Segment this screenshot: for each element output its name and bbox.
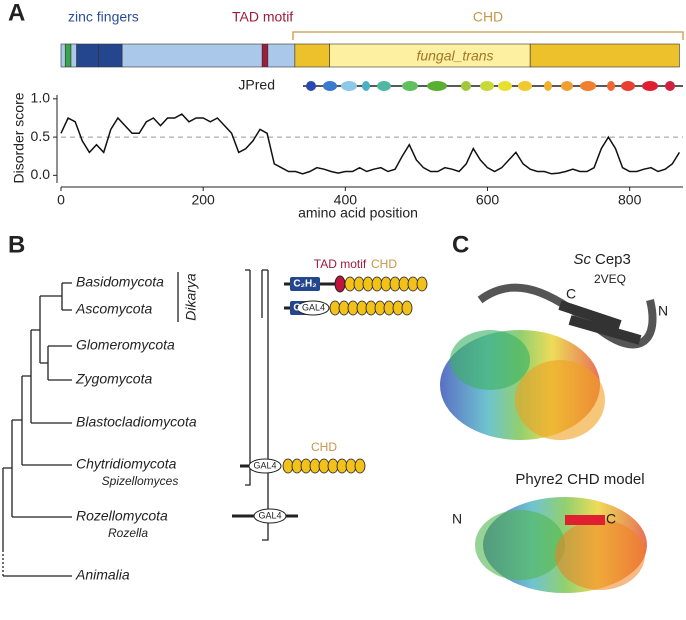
helix-coil [329, 300, 341, 316]
clade-label: Dikarya [183, 273, 199, 321]
y-tick-label: 0.0 [31, 166, 51, 182]
helix-coil [309, 458, 321, 474]
domain-segment [70, 43, 77, 68]
domain-segment [267, 43, 296, 68]
helix-coil [336, 458, 348, 474]
protein-label: Cep3 [595, 251, 631, 268]
helix-coil [407, 276, 419, 292]
x-tick-label: 800 [618, 192, 642, 208]
x-tick-label: 400 [334, 192, 358, 208]
domain-label: zinc fingers [68, 9, 139, 25]
domain-segment [60, 43, 66, 68]
y-tick-label: 0.5 [31, 128, 51, 144]
helix-coil [282, 458, 294, 474]
y-axis-label: Disorder score [11, 92, 27, 183]
helix-coil [374, 300, 386, 316]
helix-coil [353, 276, 365, 292]
helix-coil [383, 300, 395, 316]
domain-label: CHD [371, 257, 397, 271]
helix-coil [345, 458, 357, 474]
taxon-label: Blastocladiomycota [76, 414, 197, 430]
domain-segment [76, 43, 99, 68]
domain-bar [60, 43, 680, 68]
helix-coil [362, 276, 374, 292]
taxon-label: Animalia [75, 567, 130, 583]
disorder-line [60, 113, 681, 175]
x-tick-label: 200 [191, 192, 215, 208]
jpred-track [303, 81, 683, 91]
domain-segment [121, 43, 263, 68]
chd-bracket [292, 31, 684, 40]
helix-coil [327, 458, 339, 474]
domain-tag: GAL4 [258, 510, 281, 520]
domain-label: TAD motif [314, 257, 367, 271]
terminus-label: N [452, 511, 462, 527]
x-axis-label: amino acid position [298, 205, 418, 221]
helix-coil [354, 458, 366, 474]
helix-coil [371, 276, 383, 292]
domain-label: CHD [473, 9, 503, 25]
panel-label: C [452, 231, 469, 258]
helix-coil [344, 276, 356, 292]
domain-segment [261, 43, 269, 68]
terminus-label: C [566, 286, 576, 302]
x-tick-label: 600 [476, 192, 500, 208]
structure-images [440, 283, 657, 593]
taxon-label: Glomeromycota [76, 337, 175, 353]
helix-coil [389, 276, 401, 292]
species-label: Sc [573, 251, 591, 268]
domain-label: fungal_trans [416, 48, 493, 64]
jpred-label: JPred [238, 77, 275, 93]
taxon-label: Rozellomycota [76, 508, 168, 524]
terminus-label: N [658, 303, 668, 319]
domain-segment [294, 43, 331, 68]
helix-coil [392, 300, 404, 316]
helix-coil [416, 276, 428, 292]
taxon-label: Basidomycota [76, 274, 164, 290]
helix-coil [300, 458, 312, 474]
domain-tag: C₂H₂ [293, 279, 316, 290]
model-title: Phyre2 CHD model [515, 471, 644, 488]
helix-coil [291, 458, 303, 474]
domain-tag: GAL4 [302, 302, 325, 312]
helix-coil [338, 300, 350, 316]
x-tick-label: 0 [57, 192, 65, 208]
domain-tag: GAL4 [253, 460, 276, 470]
terminus-label: C [606, 511, 616, 527]
helix-coil [398, 276, 410, 292]
y-tick-label: 1.0 [31, 90, 51, 106]
tree [2, 269, 269, 577]
helix-coil [318, 458, 330, 474]
domain-tag: C₂H₂ [293, 303, 316, 314]
domain-segment [64, 43, 72, 68]
domain-label: TAD motif [232, 9, 293, 25]
genus-label: Rozella [108, 526, 148, 540]
taxon-label: Ascomycota [75, 301, 152, 317]
domain-segment [98, 43, 123, 68]
helix-coil [365, 300, 377, 316]
taxon-label: Zygomycota [75, 371, 152, 387]
pdb-label: 2VEQ [594, 272, 626, 286]
helix-coil [380, 276, 392, 292]
domain-segment [529, 43, 680, 68]
taxon-label: Chytridiomycota [76, 456, 177, 472]
helix-coil [401, 300, 413, 316]
helix-coil [347, 300, 359, 316]
disorder-chart: 0.0 0.5 1.0 0 200 400 600 800 [31, 90, 683, 208]
protein-schematics [232, 275, 428, 524]
domain-label: CHD [311, 440, 337, 454]
genus-label: Spizellomyces [102, 474, 179, 488]
panel-label: A [8, 0, 25, 26]
helix-coil [356, 300, 368, 316]
panel-label: B [8, 231, 25, 258]
